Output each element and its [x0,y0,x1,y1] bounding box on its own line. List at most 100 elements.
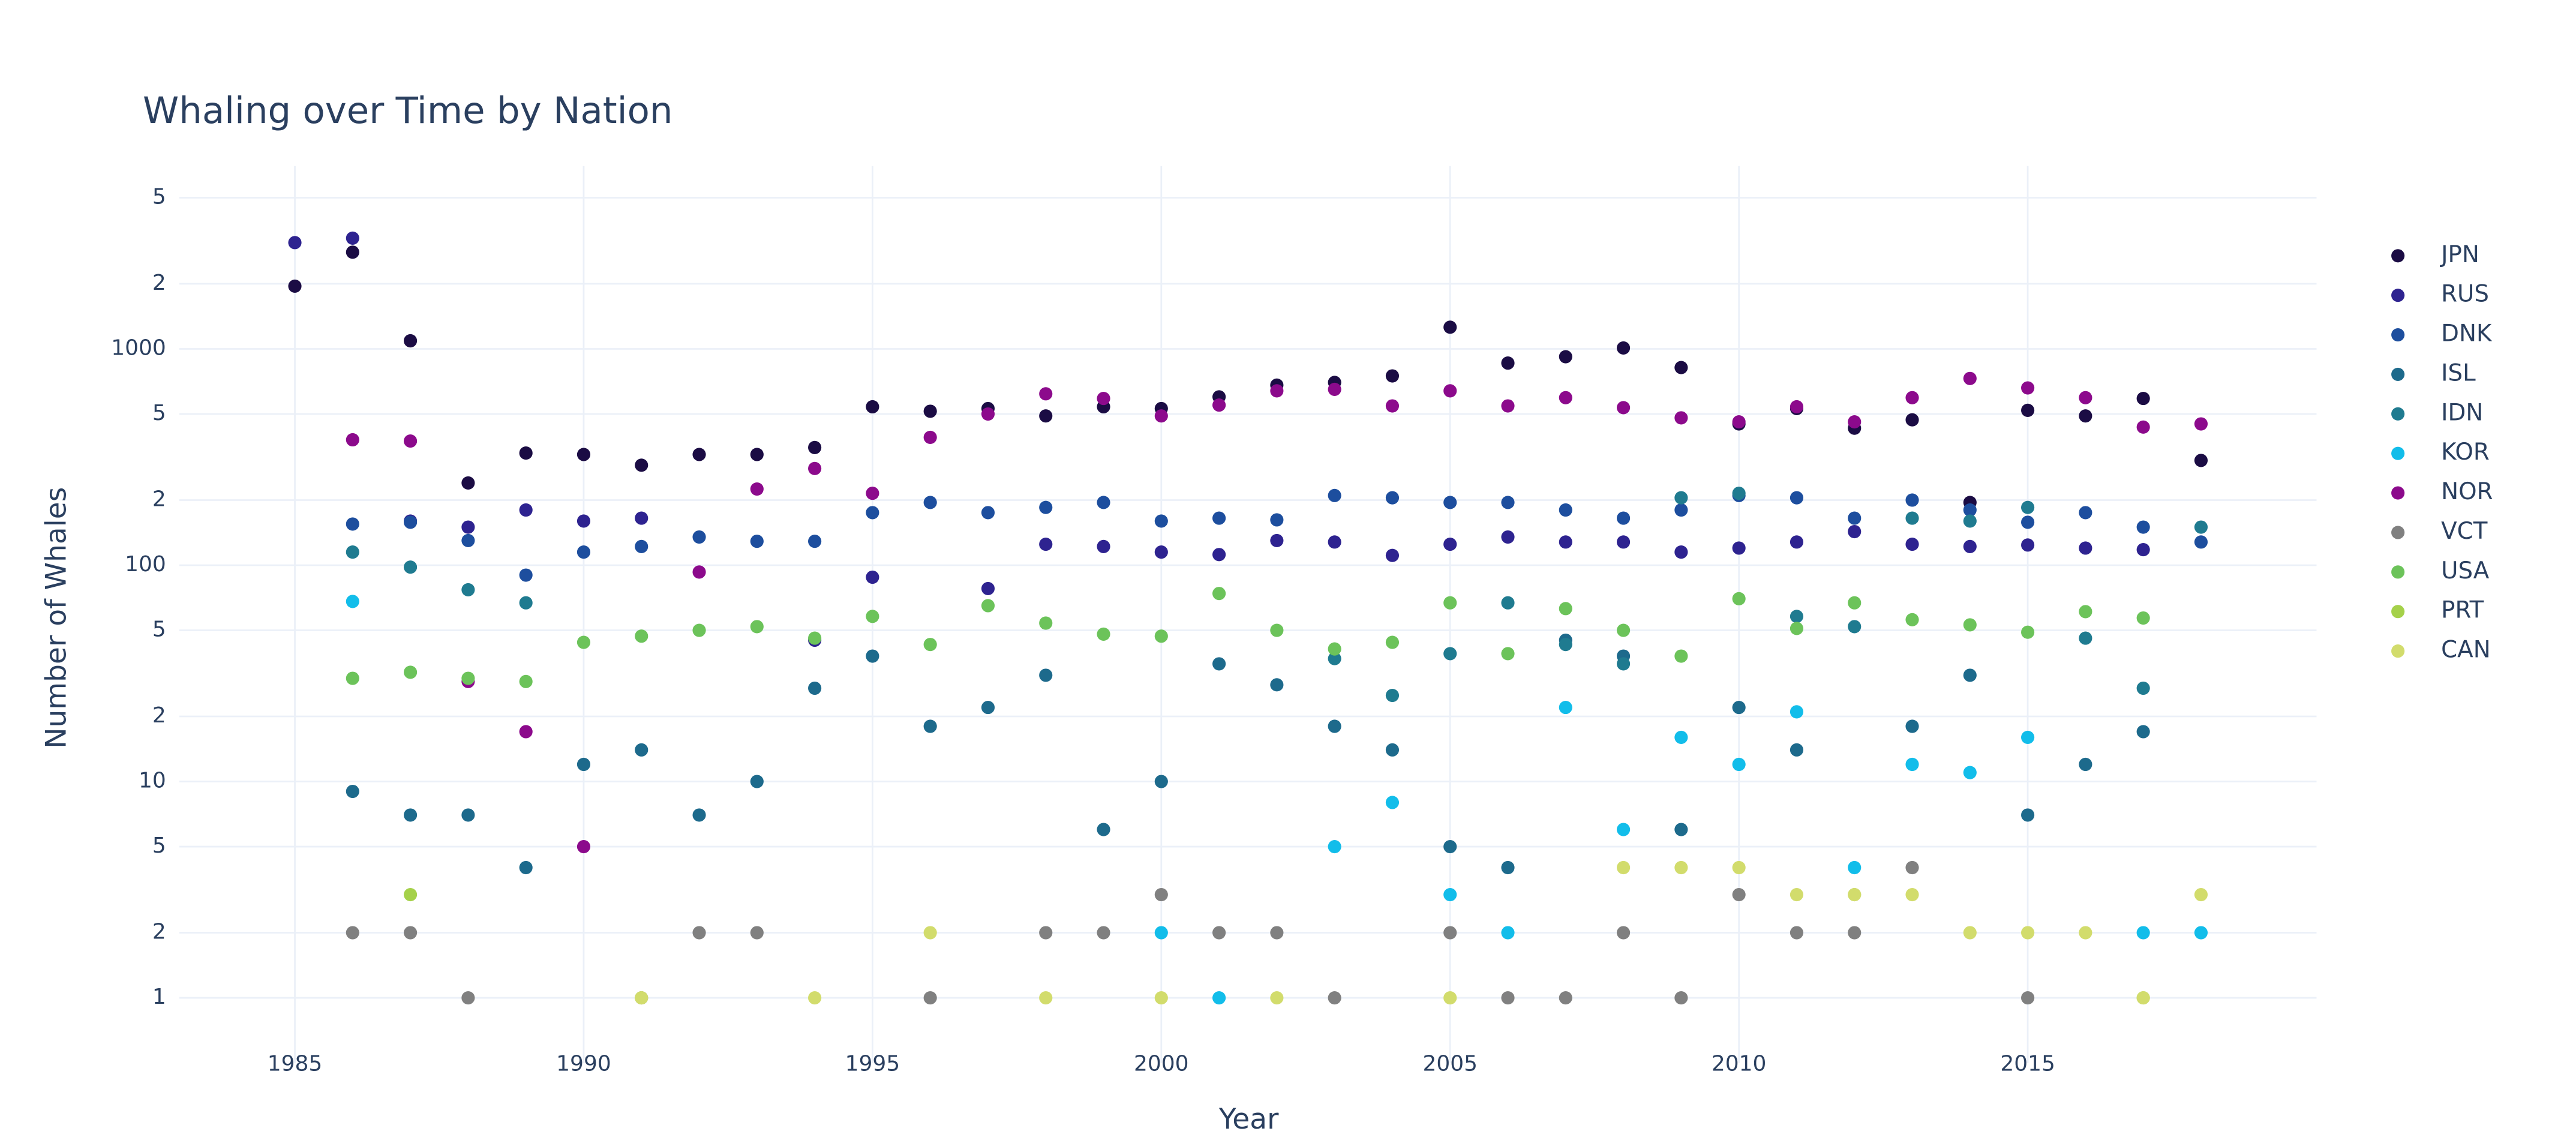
x-tick-label: 2010 [1712,1051,1767,1076]
data-point [1501,926,1515,940]
data-point [635,629,648,643]
legend-label: KOR [2441,439,2490,466]
data-point [1617,823,1631,836]
data-point [1674,545,1688,559]
data-point [808,991,822,1005]
data-point [981,581,995,595]
data-point [750,775,764,788]
data-point [1443,496,1457,509]
data-point [1559,602,1572,616]
data-point [981,407,995,421]
legend-label: JPN [2440,241,2479,268]
data-point [923,638,937,652]
data-point [1732,757,1746,772]
data-point [1097,392,1110,406]
data-point [2194,926,2208,940]
data-point [1097,539,1110,553]
data-point [346,595,359,608]
data-point [750,535,764,548]
data-point [1097,496,1110,509]
data-point [2136,926,2150,940]
data-point [1790,622,1804,635]
y-axis-title: Number of Whales [40,487,73,749]
data-point [808,681,822,695]
data-point [519,860,533,875]
data-point [2079,506,2092,520]
data-point [1559,638,1572,652]
data-point [1848,860,1862,875]
data-point [2079,605,2092,619]
data-point [1385,743,1400,757]
data-point [2136,543,2150,557]
data-point [577,635,591,649]
data-point [1848,620,1862,634]
data-point [1732,541,1746,555]
data-point [288,279,302,293]
data-point [1154,409,1168,423]
data-point [1905,719,1919,733]
data-point [461,808,475,822]
data-point [1732,701,1746,715]
data-point [1270,926,1284,940]
data-point [1443,320,1457,334]
y-tick-label: 10 [139,769,166,793]
legend-label: PRT [2441,597,2484,624]
data-point [1732,487,1746,500]
data-point [461,476,475,490]
data-point [981,506,995,520]
data-point [2021,991,2035,1005]
data-point [635,539,648,553]
data-point [1617,401,1631,415]
data-point [923,404,937,418]
data-point [519,568,533,582]
data-point [1963,503,1977,517]
data-point [404,665,418,679]
x-tick-label: 2015 [2000,1051,2055,1076]
data-point [2021,926,2035,940]
data-point [981,701,995,715]
data-point [1559,503,1572,517]
data-point [1963,926,1977,940]
data-point [692,623,706,637]
data-point [1328,652,1341,665]
data-point [2136,420,2150,434]
data-point [1559,350,1572,364]
data-point [1617,860,1631,875]
data-point [1963,668,1977,682]
data-point [577,448,591,461]
data-point [2021,538,2035,552]
data-point [461,991,475,1005]
data-point [1790,610,1804,623]
data-point [1443,839,1457,854]
data-point [866,610,879,623]
data-point [1905,613,1919,626]
data-point [2136,725,2150,739]
data-point [1328,642,1341,656]
data-point [1443,926,1457,940]
x-tick-label: 2000 [1134,1051,1189,1076]
legend-marker [2391,486,2405,500]
data-point [404,434,418,448]
data-point [1674,823,1688,836]
data-point [1039,538,1053,551]
legend-marker [2391,526,2405,539]
data-point [866,400,879,414]
data-point [2021,515,2035,529]
data-point [1270,513,1284,527]
data-point [1154,926,1168,940]
x-tick-label: 1985 [268,1051,323,1076]
data-point [1154,887,1168,902]
data-point [1617,926,1631,940]
chart-title: Whaling over Time by Nation [143,89,672,132]
data-point [635,743,648,757]
legend-marker [2391,367,2405,382]
data-point [1212,511,1226,525]
data-point [923,430,937,444]
data-point [2021,403,2035,417]
data-point [635,458,648,472]
data-point [1501,496,1515,509]
data-point [2079,757,2092,772]
data-point [1039,500,1053,514]
data-point [1385,491,1400,505]
